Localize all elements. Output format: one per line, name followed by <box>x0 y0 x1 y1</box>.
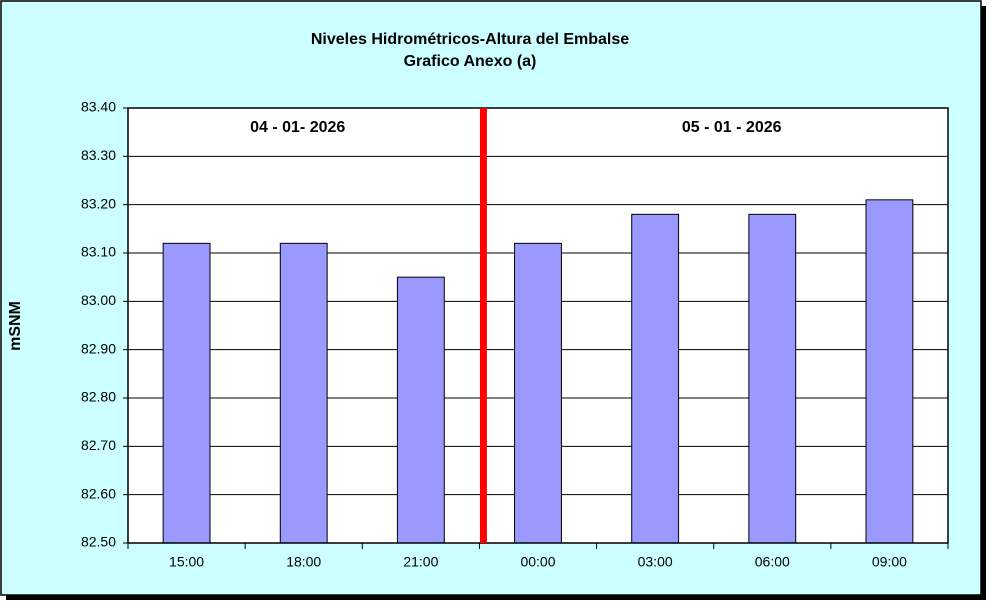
date-annotation: 04 - 01- 2026 <box>250 119 345 136</box>
y-tick-label: 82.80 <box>81 389 116 405</box>
bar <box>865 199 914 544</box>
x-tick-label: 21:00 <box>403 554 438 570</box>
bar <box>162 242 211 544</box>
bar <box>748 213 797 544</box>
x-tick-label: 03:00 <box>638 554 673 570</box>
plot-border <box>127 107 949 544</box>
chart-title: Niveles Hidrométricos-Altura del Embalse <box>311 31 629 48</box>
y-tick-label: 82.70 <box>81 437 116 453</box>
y-tick-label: 82.60 <box>81 485 116 501</box>
bar <box>279 242 328 544</box>
date-annotation: 05 - 01 - 2026 <box>682 119 782 136</box>
y-tick-label: 83.10 <box>81 244 116 260</box>
y-tick-label: 83.40 <box>81 99 116 115</box>
y-tick-label: 83.30 <box>81 147 116 163</box>
bar <box>514 242 562 544</box>
x-tick-label: 15:00 <box>169 554 204 570</box>
x-tick-label: 00:00 <box>520 554 555 570</box>
y-tick-label: 82.50 <box>81 534 116 550</box>
y-tick-label: 83.00 <box>81 292 116 308</box>
x-tick-label: 18:00 <box>286 554 321 570</box>
bar <box>396 276 445 544</box>
x-tick-label: 06:00 <box>755 554 790 570</box>
chart-subtitle: Grafico Anexo (a) <box>404 53 537 70</box>
x-tick-label: 09:00 <box>872 554 907 570</box>
bar <box>631 213 680 544</box>
y-tick-label: 83.20 <box>81 195 116 211</box>
y-tick-label: 82.90 <box>81 340 116 356</box>
y-axis-label: mSNM <box>7 301 24 351</box>
